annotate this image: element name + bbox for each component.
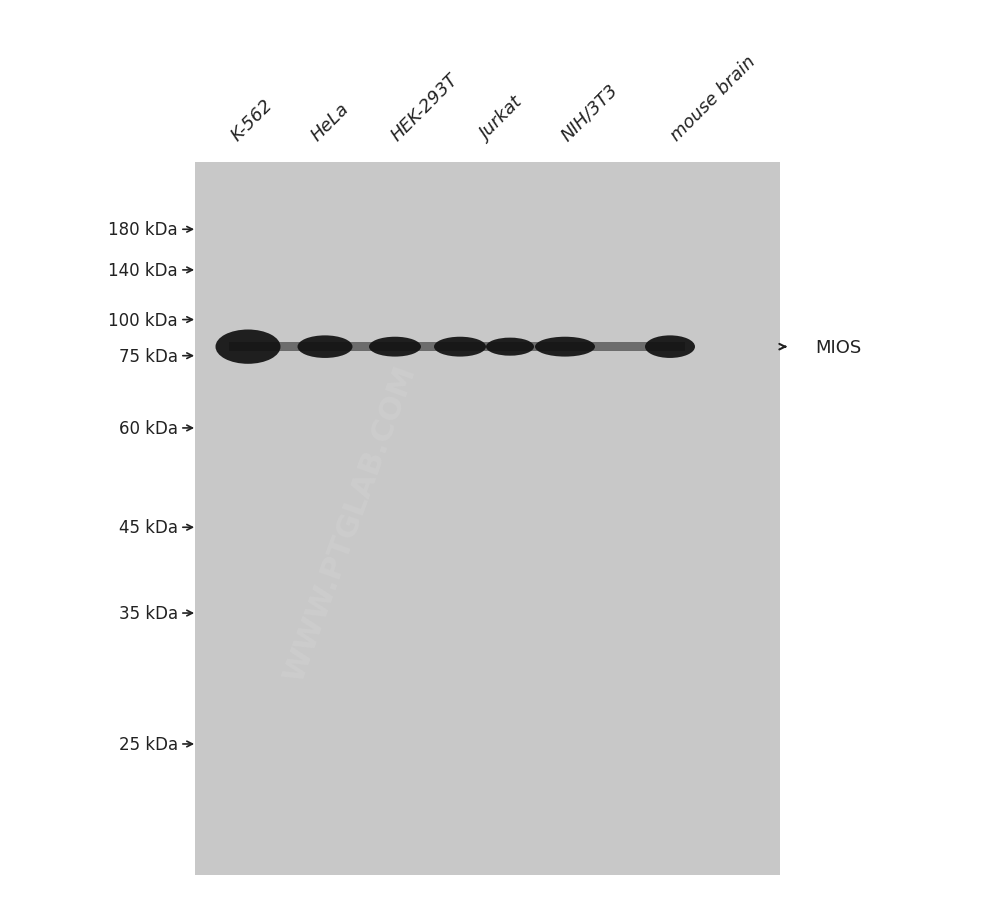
Ellipse shape	[486, 338, 534, 356]
Text: 35 kDa: 35 kDa	[119, 604, 178, 622]
Text: HEK-293T: HEK-293T	[387, 70, 461, 144]
Text: 180 kDa: 180 kDa	[108, 221, 178, 239]
Text: 45 kDa: 45 kDa	[119, 519, 178, 537]
Ellipse shape	[216, 330, 280, 364]
FancyBboxPatch shape	[195, 162, 780, 875]
Text: MIOS: MIOS	[815, 338, 861, 356]
Ellipse shape	[298, 336, 352, 359]
Text: HeLa: HeLa	[307, 99, 352, 144]
Text: 60 kDa: 60 kDa	[119, 419, 178, 437]
Text: 140 kDa: 140 kDa	[108, 262, 178, 280]
FancyBboxPatch shape	[228, 343, 685, 352]
Ellipse shape	[434, 337, 486, 357]
Text: 25 kDa: 25 kDa	[119, 735, 178, 753]
Text: 100 kDa: 100 kDa	[108, 311, 178, 329]
Text: Jurkat: Jurkat	[477, 95, 527, 144]
Text: NIH/3T3: NIH/3T3	[557, 80, 621, 144]
Text: K-562: K-562	[227, 96, 276, 144]
Ellipse shape	[369, 337, 421, 357]
Ellipse shape	[535, 337, 595, 357]
Text: mouse brain: mouse brain	[667, 52, 759, 144]
Ellipse shape	[645, 336, 695, 359]
Text: WWW.PTGLAB.COM: WWW.PTGLAB.COM	[279, 362, 421, 685]
Text: 75 kDa: 75 kDa	[119, 347, 178, 365]
